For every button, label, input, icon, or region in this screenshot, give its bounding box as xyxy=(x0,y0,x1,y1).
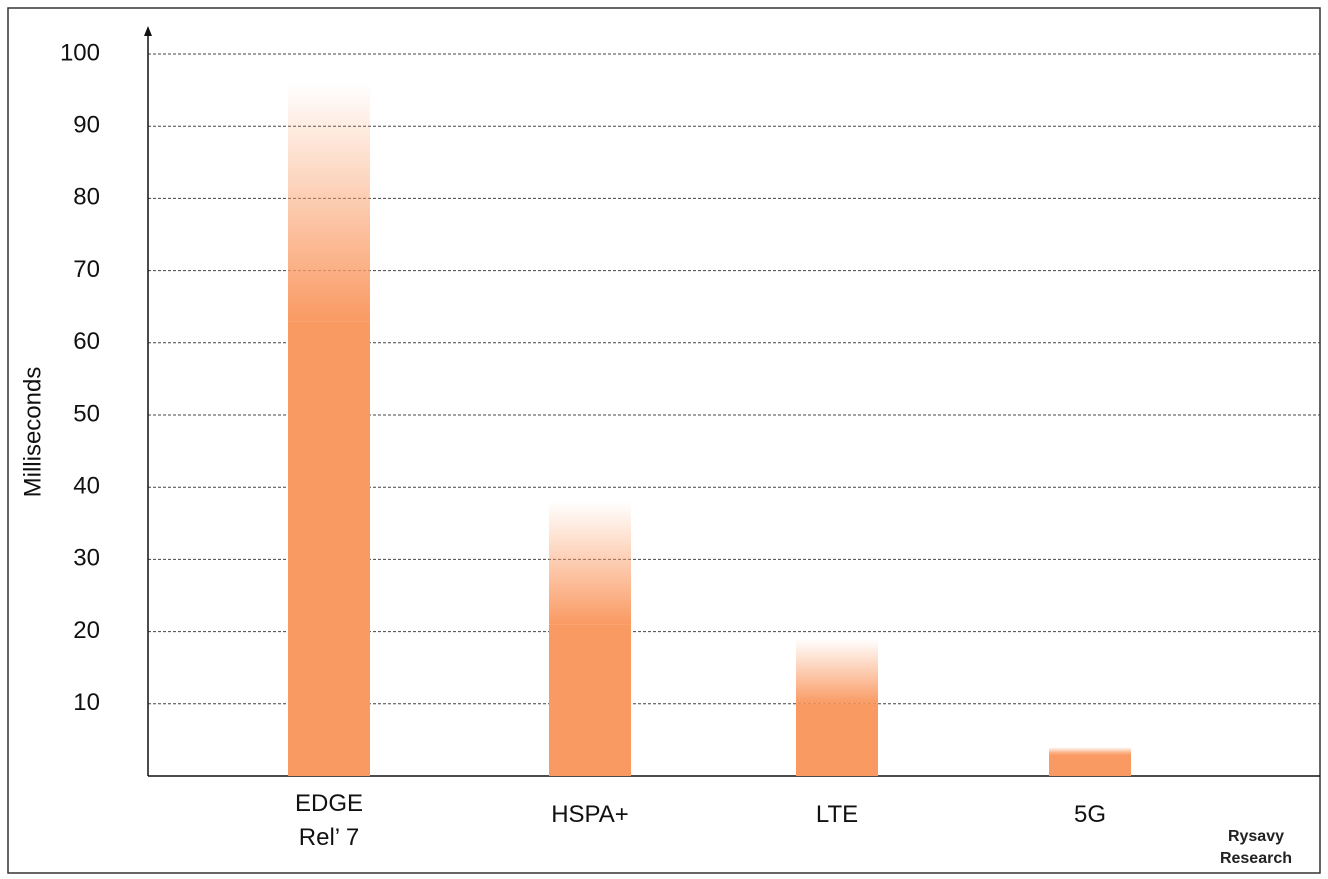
y-tick-label: 20 xyxy=(73,617,100,644)
x-tick-label: LTE xyxy=(815,801,859,828)
y-axis-label: Milliseconds xyxy=(19,367,46,498)
y-tick-label: 40 xyxy=(73,473,100,500)
y-tick-label: 60 xyxy=(73,328,100,355)
bar xyxy=(796,703,878,776)
bar xyxy=(288,321,370,776)
y-tick-label: 30 xyxy=(73,545,100,572)
y-tick-label: 100 xyxy=(60,39,100,66)
bar xyxy=(1049,754,1131,776)
bar-fade xyxy=(288,82,370,322)
source-note: Rysavy Research xyxy=(1219,828,1292,867)
y-tick-label: 50 xyxy=(73,400,100,427)
y-tick-label: 90 xyxy=(73,112,100,139)
x-tick-label: 5G xyxy=(1073,801,1107,828)
y-tick-label: 70 xyxy=(73,256,100,283)
bar-fade xyxy=(1049,747,1131,755)
frame xyxy=(7,7,1321,874)
y-tick-label: 80 xyxy=(73,184,100,211)
x-tick-label: HSPA+ xyxy=(551,801,629,828)
bar xyxy=(549,624,631,776)
bar-fade xyxy=(549,501,631,625)
x-tick-label: EDGE Rel’ 7 xyxy=(294,790,364,851)
bar-fade xyxy=(796,638,878,704)
y-tick-label: 10 xyxy=(73,689,100,716)
axis-arrow xyxy=(144,26,152,36)
